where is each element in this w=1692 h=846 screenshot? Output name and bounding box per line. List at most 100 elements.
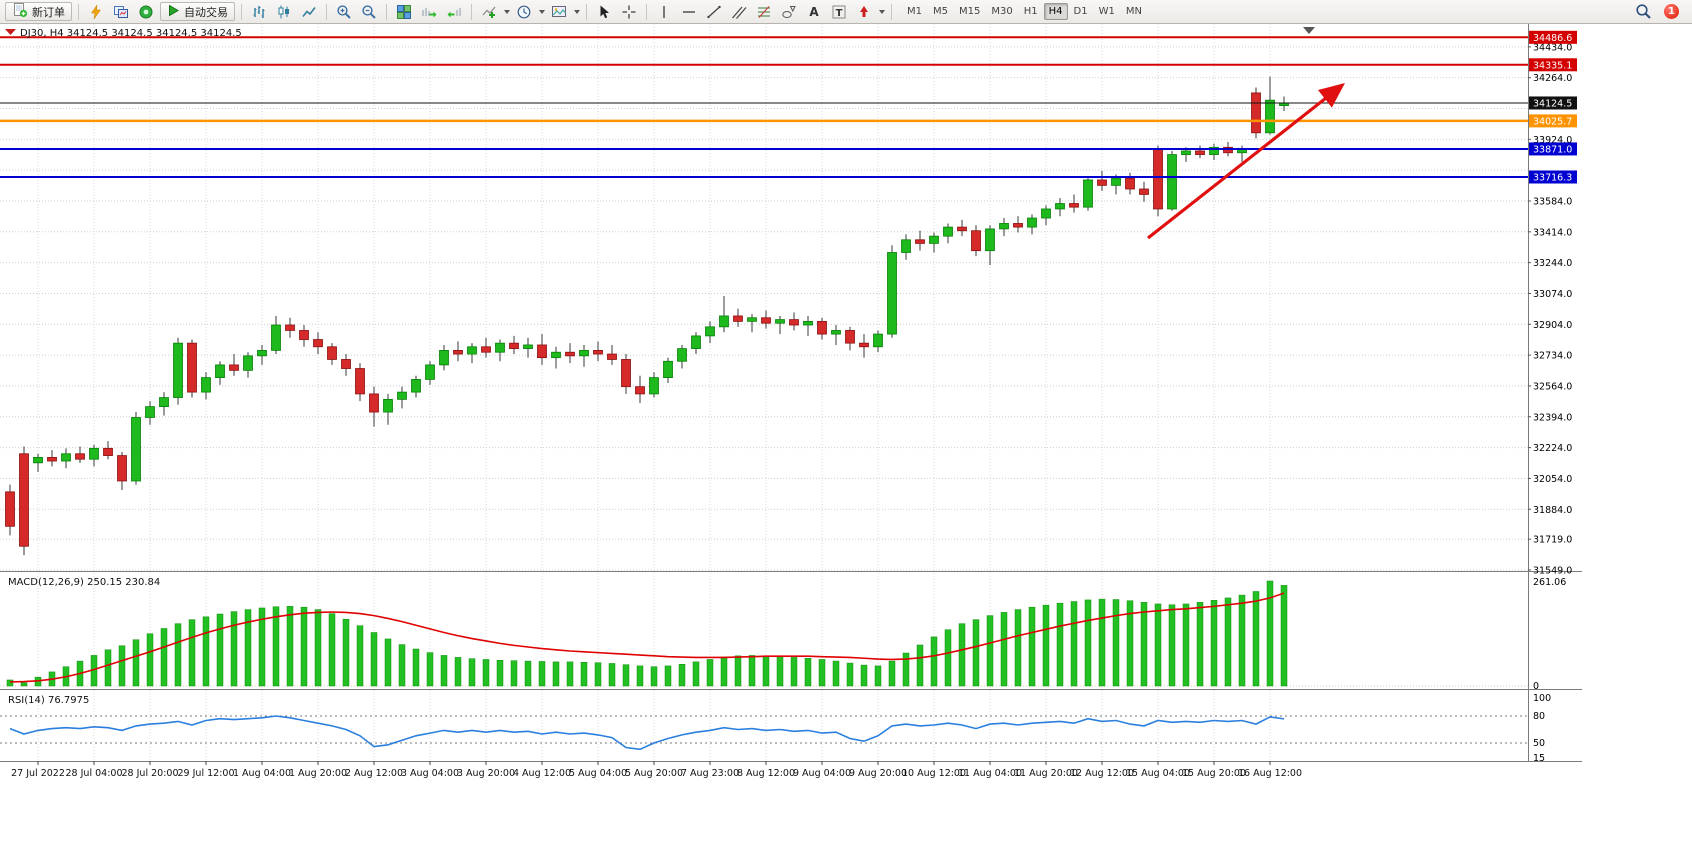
candle-up[interactable]	[929, 235, 939, 244]
zoom-in-icon[interactable]	[333, 1, 355, 22]
candle-down[interactable]	[1223, 146, 1233, 154]
candle-up[interactable]	[691, 335, 701, 349]
candle-down[interactable]	[187, 342, 197, 393]
candle-down[interactable]	[369, 393, 379, 413]
candle-down[interactable]	[733, 315, 743, 322]
candle-down[interactable]	[341, 359, 351, 369]
candle-down[interactable]	[593, 350, 603, 355]
candle-down[interactable]	[103, 447, 113, 456]
zoom-out-icon[interactable]	[358, 1, 380, 22]
new-order-button[interactable]: 新订单	[5, 2, 72, 21]
tf-button-mn[interactable]: MN	[1121, 3, 1147, 20]
arrows-tool-icon[interactable]	[853, 1, 875, 22]
horizontal-line-icon[interactable]	[678, 1, 700, 22]
candle-down[interactable]	[453, 350, 463, 355]
dual-chart-icon[interactable]	[110, 1, 132, 22]
candle-down[interactable]	[565, 351, 575, 357]
lightning-icon[interactable]	[85, 1, 107, 22]
candle-up[interactable]	[523, 344, 533, 349]
support-icon[interactable]	[135, 1, 157, 22]
templates-icon[interactable]	[548, 1, 570, 22]
candle-down[interactable]	[229, 364, 239, 371]
candle-up[interactable]	[985, 228, 995, 252]
candle-down[interactable]	[957, 226, 967, 232]
candle-up[interactable]	[425, 364, 435, 380]
candle-down[interactable]	[1251, 92, 1261, 134]
candle-down[interactable]	[1097, 179, 1107, 186]
candle-down[interactable]	[761, 317, 771, 324]
candle-up[interactable]	[1041, 208, 1051, 219]
candle-down[interactable]	[327, 346, 337, 360]
candle-down[interactable]	[1153, 148, 1163, 210]
equidistant-channel-icon[interactable]	[728, 1, 750, 22]
tf-button-w1[interactable]: W1	[1094, 3, 1120, 20]
fibonacci-icon[interactable]	[753, 1, 775, 22]
indicators-icon[interactable]	[478, 1, 500, 22]
candle-up[interactable]	[943, 226, 953, 237]
candle-up[interactable]	[173, 342, 183, 398]
candle-down[interactable]	[859, 342, 869, 348]
tf-button-m5[interactable]: M5	[928, 3, 953, 20]
auto-scroll-icon[interactable]	[418, 1, 440, 22]
candle-down[interactable]	[817, 320, 827, 335]
candle-down[interactable]	[75, 453, 85, 460]
candle-up[interactable]	[1111, 177, 1121, 186]
candle-up[interactable]	[397, 391, 407, 400]
auto-trading-button[interactable]: 自动交易	[160, 2, 235, 21]
candle-down[interactable]	[607, 353, 617, 360]
chart-area[interactable]: MACD(12,26,9) 250.15 230.84 261.06 0 RSI(14…	[0, 23, 1692, 846]
candle-up[interactable]	[257, 350, 267, 357]
price-lines[interactable]	[0, 36, 1528, 178]
candlestick-chart-icon[interactable]	[273, 1, 295, 22]
tile-windows-icon[interactable]	[393, 1, 415, 22]
candle-up[interactable]	[705, 326, 715, 337]
candle-up[interactable]	[775, 319, 785, 324]
candle-down[interactable]	[117, 455, 127, 482]
price-chart[interactable]: MACD(12,26,9) 250.15 230.84 261.060RSI(14…	[0, 23, 1692, 846]
periods-dropdown-caret[interactable]	[539, 9, 545, 14]
candle-up[interactable]	[887, 252, 897, 335]
candle-up[interactable]	[61, 453, 71, 462]
search-icon[interactable]	[1632, 1, 1654, 22]
templates-dropdown-caret[interactable]	[574, 9, 580, 14]
arrows-dropdown-caret[interactable]	[879, 9, 885, 14]
candle-up[interactable]	[649, 377, 659, 395]
candle-down[interactable]	[47, 456, 57, 462]
candle-down[interactable]	[635, 386, 645, 395]
candle-up[interactable]	[145, 406, 155, 418]
candle-up[interactable]	[1209, 146, 1219, 155]
candle-up[interactable]	[495, 342, 505, 353]
candle-up[interactable]	[201, 377, 211, 393]
cursor-icon[interactable]	[593, 1, 615, 22]
candle-up[interactable]	[803, 320, 813, 326]
candle-up[interactable]	[1167, 154, 1177, 210]
candle-up[interactable]	[1027, 217, 1037, 228]
candle-down[interactable]	[845, 330, 855, 344]
candle-up[interactable]	[383, 398, 393, 413]
candle-up[interactable]	[663, 360, 673, 379]
candle-up[interactable]	[747, 317, 757, 322]
one-click-trading-icon[interactable]	[5, 29, 16, 35]
candle-down[interactable]	[5, 491, 15, 527]
candle-up[interactable]	[243, 355, 253, 371]
candle-down[interactable]	[481, 346, 491, 353]
candle-down[interactable]	[355, 368, 365, 395]
candle-down[interactable]	[537, 344, 547, 359]
candle-down[interactable]	[1195, 150, 1205, 155]
candle-up[interactable]	[1265, 99, 1275, 134]
candle-up[interactable]	[439, 350, 449, 366]
chart-shift-icon[interactable]	[443, 1, 465, 22]
time-axis[interactable]: 27 Jul 2022 28 Jul 04:00 28 Jul 20:00 29 Ju…	[11, 761, 1302, 779]
tf-button-h1[interactable]: H1	[1019, 3, 1043, 20]
candle-up[interactable]	[1181, 150, 1191, 155]
bar-chart-icon[interactable]	[248, 1, 270, 22]
candle-up[interactable]	[901, 239, 911, 253]
candles[interactable]	[5, 76, 1289, 556]
candle-down[interactable]	[915, 239, 925, 244]
candle-down[interactable]	[1013, 223, 1023, 228]
candle-up[interactable]	[831, 330, 841, 335]
text-label-tool-icon[interactable]: T	[828, 1, 850, 22]
candle-up[interactable]	[677, 348, 687, 362]
crosshair-icon[interactable]	[618, 1, 640, 22]
candle-up[interactable]	[551, 351, 561, 359]
